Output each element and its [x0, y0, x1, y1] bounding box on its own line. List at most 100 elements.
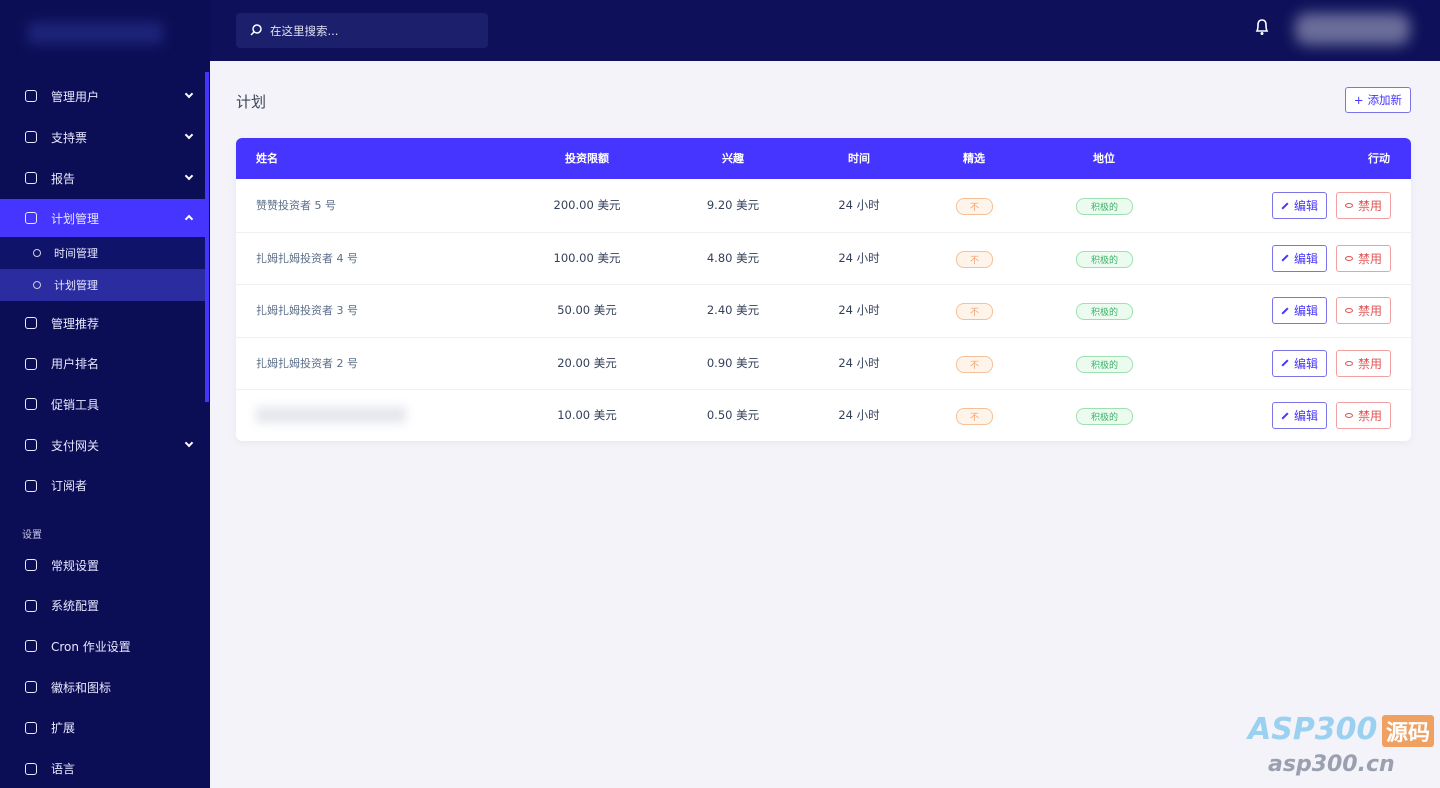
status-badge: 积极的 — [1076, 355, 1133, 373]
plan-name-label: 扎姆扎姆投资者 3 号 — [256, 304, 358, 317]
cell-label: 24 小时 — [838, 198, 880, 212]
disable-icon — [1344, 255, 1353, 261]
plan-name-label: 扎姆扎姆投资者 4 号 — [256, 251, 358, 265]
disable-button[interactable]: 禁用 — [1336, 297, 1391, 324]
status-badge-label: 积极的 — [1090, 308, 1118, 318]
section-label: 设置 — [22, 526, 42, 541]
cell: 24 小时 — [799, 250, 919, 266]
nav-item-label: 管理推荐 — [51, 316, 100, 331]
column-header-label: 投资限额 — [565, 152, 609, 165]
table-header — [236, 138, 1411, 179]
cell-label: 10.00 美元 — [557, 408, 617, 422]
cell-label: 0.90 美元 — [706, 355, 760, 370]
edit-icon — [1281, 411, 1289, 420]
nav-item-label: 促销工具 — [51, 397, 100, 412]
edit-button[interactable]: 编辑 — [1272, 349, 1327, 377]
cell: 2.40 美元 — [673, 302, 793, 318]
nav-icon — [25, 131, 37, 143]
submenu-item-label: 计划管理 — [54, 279, 98, 292]
nav-item[interactable]: 语言 — [0, 750, 205, 788]
nav-item[interactable]: 促销工具 — [0, 385, 205, 423]
cell-label: 24 小时 — [838, 250, 880, 265]
nav-item[interactable]: 报告 — [0, 159, 205, 197]
cell: 50.00 美元 — [527, 302, 647, 318]
status-badge: 积极的 — [1076, 303, 1133, 320]
edit-icon — [1281, 201, 1289, 210]
cell: 0.90 美元 — [673, 355, 793, 371]
row-divider — [236, 336, 1411, 338]
nav-item[interactable]: 计划管理 — [0, 199, 205, 237]
plan-name: 扎姆扎姆投资者 2 号 — [256, 355, 358, 371]
edit-button[interactable]: 编辑 — [1272, 402, 1327, 429]
column-header: 投资限额 — [527, 138, 647, 179]
user-profile[interactable] — [1295, 13, 1410, 45]
submenu-item[interactable]: 时间管理 — [0, 237, 205, 269]
submenu-item[interactable]: 计划管理 — [0, 269, 205, 301]
add-new-button[interactable]: + 添加新 — [1345, 87, 1411, 113]
nav-item[interactable]: 徽标和图标 — [0, 668, 205, 706]
nav-item-label: 常规设置 — [51, 558, 100, 573]
edit-label: 编辑 — [1293, 199, 1318, 213]
disable-button[interactable]: 禁用 — [1336, 192, 1391, 219]
edit-button[interactable]: 编辑 — [1272, 244, 1327, 272]
status-badge: 积极的 — [1076, 198, 1133, 215]
chevron — [184, 130, 194, 140]
watermark-url: asp300.cn — [1268, 752, 1395, 777]
disable-label: 禁用 — [1357, 304, 1382, 318]
disable-button[interactable]: 禁用 — [1336, 402, 1391, 429]
nav-item[interactable]: 管理用户 — [0, 77, 205, 115]
cell: 24 小时 — [799, 197, 919, 213]
status-badge-label: 积极的 — [1090, 203, 1118, 213]
cell-label: 2.40 美元 — [706, 303, 760, 317]
nav-item[interactable]: Cron 作业设置 — [0, 627, 205, 665]
column-header: 姓名 — [256, 138, 278, 179]
row-divider — [236, 231, 1411, 233]
status-badge: 积极的 — [1076, 250, 1133, 268]
cell: 9.20 美元 — [673, 197, 793, 213]
nav-icon — [25, 762, 37, 775]
nav-item[interactable]: 支持票 — [0, 118, 205, 156]
bell-icon[interactable] — [1255, 19, 1269, 36]
featured-badge-label: 不 — [969, 255, 979, 266]
nav-item[interactable]: 常规设置 — [0, 546, 205, 584]
disable-label: 禁用 — [1357, 199, 1382, 213]
cell: 24 小时 — [799, 355, 919, 371]
topbar: 在这里搜索... — [210, 0, 1440, 61]
disable-label: 禁用 — [1357, 409, 1382, 423]
disable-button[interactable]: 禁用 — [1336, 244, 1391, 272]
column-header: 精选 — [914, 138, 1034, 179]
edit-button[interactable]: 编辑 — [1272, 297, 1327, 324]
edit-button[interactable]: 编辑 — [1272, 192, 1327, 219]
cell-label: 24 小时 — [838, 355, 880, 370]
disable-icon — [1344, 413, 1353, 418]
cell-label: 9.20 美元 — [706, 198, 760, 212]
search-icon — [250, 24, 262, 36]
cell-label: 0.50 美元 — [706, 408, 760, 422]
nav-item-label: 语言 — [51, 762, 76, 776]
column-header: 地位 — [1044, 138, 1164, 179]
nav-item[interactable]: 订阅者 — [0, 467, 205, 505]
row-divider — [236, 389, 1411, 390]
featured-badge: 不 — [956, 198, 993, 215]
nav-icon — [25, 640, 37, 653]
nav-item[interactable]: 管理推荐 — [0, 304, 205, 342]
nav-item[interactable]: 扩展 — [0, 709, 205, 747]
disable-button[interactable]: 禁用 — [1336, 349, 1391, 377]
column-header-label: 姓名 — [256, 152, 278, 165]
cell: 0.50 美元 — [673, 407, 793, 423]
edit-icon — [1281, 306, 1289, 315]
cell-label: 200.00 美元 — [553, 198, 621, 212]
status-badge: 积极的 — [1076, 408, 1133, 425]
nav-icon — [25, 317, 37, 329]
nav-icon — [25, 439, 37, 452]
search-box[interactable]: 在这里搜索... — [236, 13, 488, 48]
sidebar: 管理用户 支持票 报告 计划管理 时间管理 计划管理 管理推荐 用户排名 促销工具 支付网关 订阅者… — [0, 0, 210, 788]
nav-item[interactable]: 用户排名 — [0, 345, 205, 383]
nav-item[interactable]: 支付网关 — [0, 426, 205, 464]
edit-icon — [1281, 254, 1289, 262]
chevron — [184, 89, 194, 99]
chevron — [184, 171, 194, 181]
nav-item[interactable]: 系统配置 — [0, 587, 205, 625]
nav-item-label: 扩展 — [51, 721, 76, 736]
